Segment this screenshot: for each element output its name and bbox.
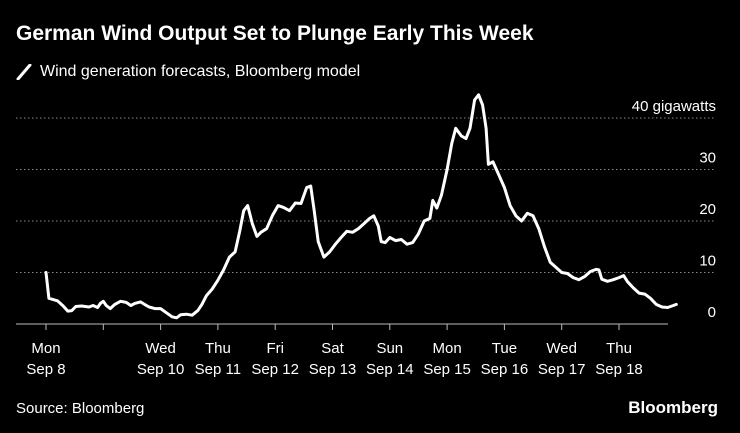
chart-title: German Wind Output Set to Plunge Early T…: [16, 22, 534, 45]
x-tick-label: Sep 11: [195, 361, 241, 378]
x-tick-label: Sep 10: [137, 361, 185, 378]
y-tick-label: 0: [708, 304, 716, 321]
source-note: Source: Bloomberg: [16, 400, 145, 417]
x-tick-label: Sep 13: [309, 361, 357, 378]
x-tick-label: Sep 8: [26, 361, 65, 378]
x-tick-label: Mon: [31, 340, 60, 357]
x-tick-label: Sep 16: [481, 361, 529, 378]
x-tick-label: Sep 12: [251, 361, 299, 378]
x-tick-label: Mon: [433, 340, 462, 357]
x-tick-label: Sat: [321, 340, 344, 357]
x-tick-label: Thu: [606, 340, 632, 357]
x-tick-label: Fri: [266, 340, 284, 357]
x-tick-label: Sep 18: [595, 361, 643, 378]
bloomberg-logo: Bloomberg: [628, 398, 718, 417]
y-tick-label: 40 gigawatts: [632, 98, 716, 115]
legend-label: Wind generation forecasts, Bloomberg mod…: [40, 63, 361, 80]
legend: Wind generation forecasts, Bloomberg mod…: [16, 63, 360, 81]
y-tick-label: 20: [699, 201, 716, 218]
x-tick-label: Wed: [546, 340, 577, 357]
x-tick-label: Tue: [492, 340, 517, 357]
y-tick-label: 30: [699, 150, 716, 167]
x-tick-label: Sun: [376, 340, 403, 357]
x-tick-label: Wed: [145, 340, 176, 357]
x-tick-label: Sep 17: [538, 361, 586, 378]
y-tick-label: 10: [699, 253, 716, 270]
x-tick-label: Thu: [205, 340, 231, 357]
legend-line-icon: [16, 63, 32, 81]
x-tick-label: Sep 14: [366, 361, 414, 378]
series-line: [44, 93, 678, 320]
x-tick-label: Sep 15: [423, 361, 471, 378]
